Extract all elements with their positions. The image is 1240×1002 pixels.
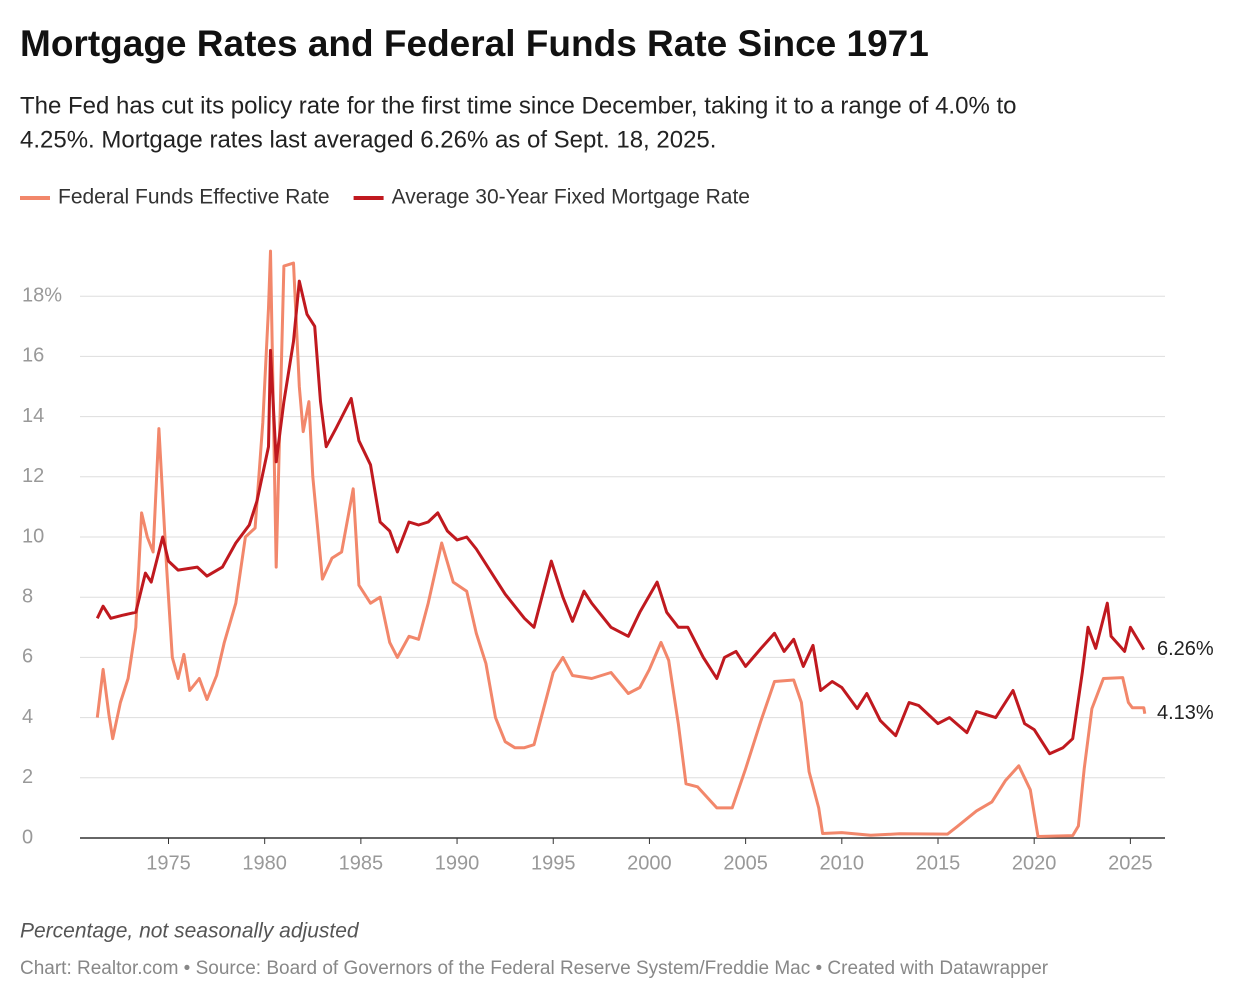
x-tick-label: 1980	[242, 852, 287, 874]
x-tick-label: 2020	[1012, 852, 1057, 874]
x-tick-label: 1990	[435, 852, 480, 874]
subtitle: The Fed has cut its policy rate for the …	[20, 92, 1016, 119]
y-tick-label: 2	[22, 766, 33, 788]
chart-title: Mortgage Rates and Federal Funds Rate Si…	[20, 23, 929, 64]
x-tick-label: 1995	[531, 852, 576, 874]
end-label: 4.13%	[1157, 702, 1214, 724]
x-tick-label: 2000	[627, 852, 672, 874]
legend-label: Federal Funds Effective Rate	[58, 186, 330, 209]
x-tick-label: 1985	[339, 852, 384, 874]
y-tick-label: 4	[22, 706, 33, 728]
x-tick-label: 2010	[820, 852, 865, 874]
subtitle: 4.25%. Mortgage rates last averaged 6.26…	[20, 126, 716, 153]
note: Percentage, not seasonally adjusted	[20, 920, 360, 943]
y-tick-label: 8	[22, 585, 33, 607]
y-tick-label: 6	[22, 646, 33, 668]
legend-label: Average 30-Year Fixed Mortgage Rate	[392, 186, 750, 209]
line-series	[95, 249, 1147, 838]
x-tick-label: 1975	[146, 852, 191, 874]
line-series	[95, 279, 1146, 756]
y-tick-label: 0	[22, 826, 33, 848]
x-tick-label: 2025	[1108, 852, 1153, 874]
y-tick-label: 10	[22, 525, 44, 547]
x-tick-label: 2005	[723, 852, 768, 874]
end-label: 6.26%	[1157, 638, 1214, 660]
y-tick-label: 14	[22, 405, 44, 427]
y-tick-label: 16	[22, 345, 44, 367]
x-tick-label: 2015	[916, 852, 961, 874]
source: Chart: Realtor.com • Source: Board of Go…	[20, 958, 1049, 979]
y-tick-label: 18%	[22, 284, 62, 306]
y-tick-label: 12	[22, 465, 44, 487]
